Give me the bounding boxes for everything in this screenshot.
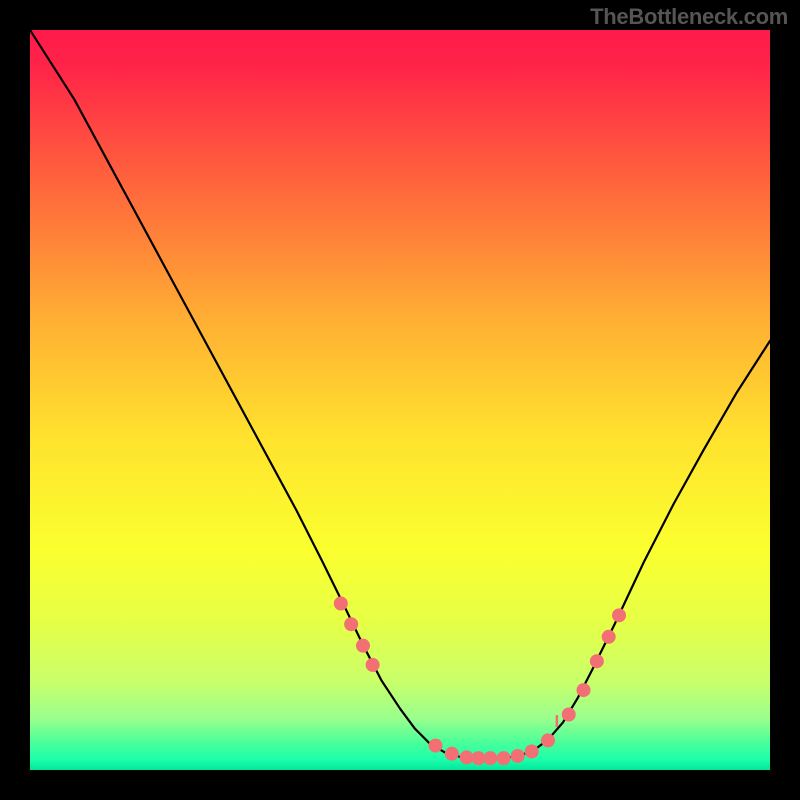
data-marker [562, 708, 576, 722]
data-marker [577, 683, 591, 697]
gradient-background [30, 30, 770, 770]
data-marker [511, 749, 525, 763]
data-marker [497, 751, 511, 765]
data-marker [525, 745, 539, 759]
data-marker [590, 654, 604, 668]
data-marker [612, 608, 626, 622]
data-marker [602, 630, 616, 644]
data-marker [541, 733, 555, 747]
data-marker [344, 617, 358, 631]
chart-root: TheBottleneck.com [0, 0, 800, 800]
data-marker [445, 747, 459, 761]
data-marker [366, 658, 380, 672]
data-marker [483, 751, 497, 765]
data-marker [334, 597, 348, 611]
bottleneck-curve-chart [0, 0, 800, 800]
data-marker [356, 639, 370, 653]
data-marker [429, 739, 443, 753]
